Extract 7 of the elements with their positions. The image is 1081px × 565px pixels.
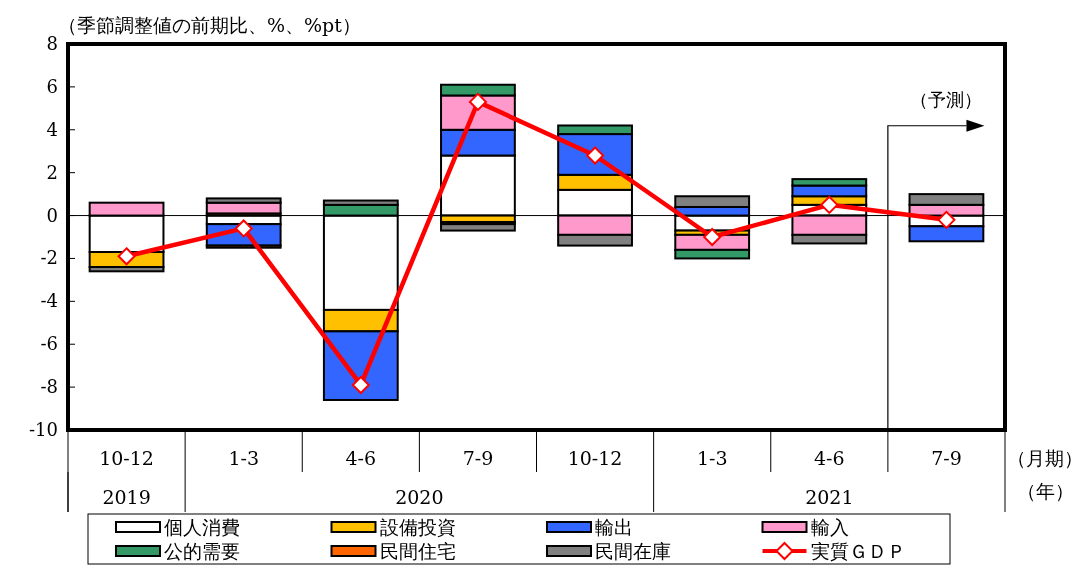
xlabel: （月期） <box>1007 447 1081 469</box>
annotation: 2020 <box>395 486 444 508</box>
ylabel: （季節調整値の前期比、%、%pt） <box>58 14 361 36</box>
annotation: （年） <box>1016 480 1074 502</box>
annotation: 2021 <box>805 486 854 508</box>
annotation: 2019 <box>102 486 151 508</box>
annotation: （予測） <box>910 88 983 110</box>
